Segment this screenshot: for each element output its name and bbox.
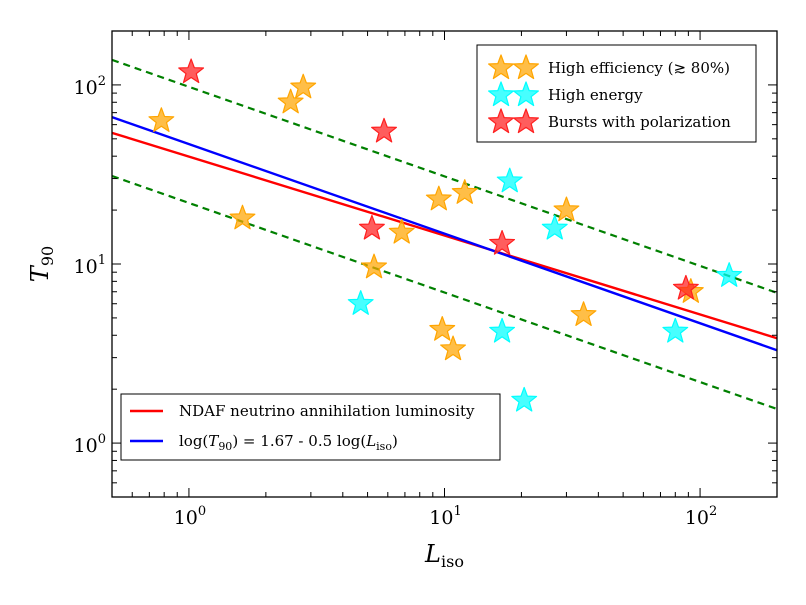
star-high-energy: [662, 317, 689, 343]
legend-lines-box: [120, 393, 501, 461]
star-high-efficiency-80: [553, 196, 580, 222]
star-high-efficiency-80: [361, 253, 387, 279]
star-high-efficiency-80: [388, 218, 415, 244]
y-tick-label: 100: [74, 432, 106, 457]
star-bursts-with-polarization: [489, 229, 516, 255]
axis-labels: Liso T90: [26, 246, 464, 571]
star-high-efficiency-80: [425, 185, 452, 211]
star-high-energy: [716, 262, 743, 287]
legend-star-high-efficiency-80: [513, 54, 539, 80]
fit-lines: [112, 58, 777, 411]
legend-star-high-energy: [488, 81, 514, 107]
star-high-efficiency-80: [148, 107, 175, 132]
legend-star-bursts-with-polarization: [513, 108, 539, 134]
legend-scatter: High efficiency (≳ 80%) High energy Bursts…: [476, 44, 757, 143]
y-tick-label: 102: [74, 74, 106, 99]
star-high-energy: [347, 290, 374, 315]
legend-line-label: NDAF neutrino annihilation luminosity: [179, 402, 475, 420]
axis-ticks: [111, 30, 778, 498]
line-ndaf-neutrino-annihilation-luminosity: [112, 131, 777, 340]
legend-label-bursts-with-polarization: Bursts with polarization: [548, 113, 731, 131]
legend-lines: NDAF neutrino annihilation luminosity log…: [120, 393, 501, 461]
line-log-t90-1-67-0-5-log-liso: [112, 115, 777, 352]
y-tick-label: 101: [74, 253, 106, 278]
star-high-energy: [541, 214, 568, 240]
star-bursts-with-polarization: [178, 58, 205, 84]
plot-frame: [111, 30, 778, 498]
tick-labels: 100 101 102 100 101 102: [74, 74, 718, 529]
legend-star-high-efficiency-80: [488, 54, 514, 80]
legend-label-high-energy: High energy: [548, 86, 643, 104]
star-high-efficiency-80: [429, 316, 456, 341]
star-high-efficiency-80: [229, 204, 256, 230]
legend-star-high-energy: [513, 81, 539, 107]
line-upper-bound: [112, 58, 777, 294]
scatter-points: [148, 58, 743, 412]
legend-label-high-efficiency-80: High efficiency (≳ 80%): [548, 59, 730, 77]
line-lower-bound: [112, 174, 777, 411]
x-axis-label: Liso: [424, 540, 464, 571]
x-tick-label: 100: [174, 504, 206, 529]
star-high-efficiency-80: [440, 335, 467, 361]
star-high-efficiency-80: [451, 179, 478, 204]
star-high-efficiency-80: [290, 73, 317, 99]
star-high-efficiency-80: [277, 88, 304, 114]
star-bursts-with-polarization: [358, 214, 385, 240]
x-tick-label: 101: [429, 504, 461, 529]
legend-line-label: log(T90) = 1.67 - 0.5 log(Liso): [179, 432, 398, 453]
star-bursts-with-polarization: [672, 274, 699, 300]
star-bursts-with-polarization: [371, 117, 397, 143]
star-high-energy: [489, 317, 516, 343]
star-high-energy: [511, 386, 538, 412]
legend-star-bursts-with-polarization: [488, 108, 514, 134]
x-tick-label: 102: [685, 504, 717, 529]
star-high-energy: [496, 167, 523, 193]
star-high-efficiency-80: [570, 301, 597, 326]
y-axis-label: T90: [26, 246, 57, 282]
